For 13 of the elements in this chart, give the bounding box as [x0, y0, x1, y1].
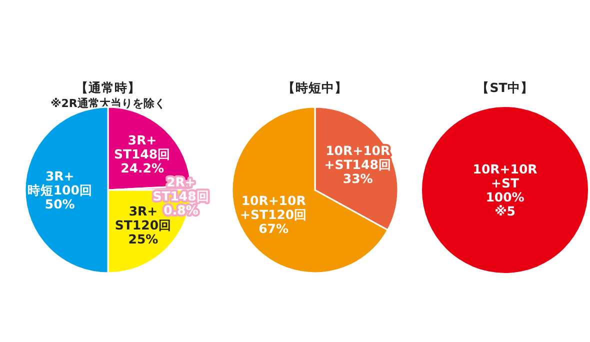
slice-label: 3R+ 時短100回	[27, 168, 92, 198]
data-label: 33%	[342, 171, 374, 186]
chart-title: 【通常時】	[76, 80, 140, 95]
data-label: 67%	[258, 220, 289, 236]
chart-title: 【ST中】	[476, 80, 534, 95]
data-label: 100% ※5	[486, 189, 525, 218]
chart-title: 【時短中】	[282, 80, 348, 95]
slice-label: 10R+10R +ST120回	[240, 192, 308, 222]
slice-label: 3R+ ST148回	[114, 132, 171, 162]
slice-label: 10R+10R +ST	[472, 161, 538, 190]
data-label: 25%	[128, 232, 159, 247]
data-label: 50%	[44, 196, 76, 212]
data-label: 24.2%	[120, 160, 164, 176]
